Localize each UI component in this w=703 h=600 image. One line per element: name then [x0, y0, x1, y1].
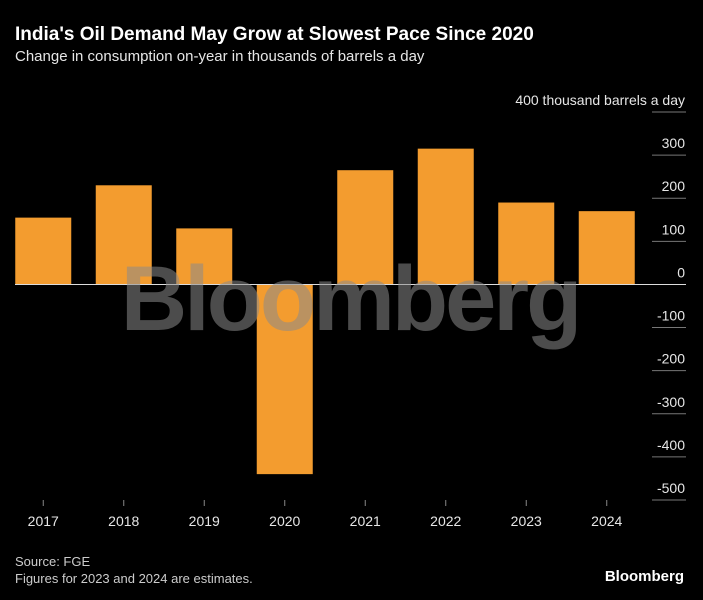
y-tick-label: -100	[657, 308, 685, 324]
y-tick-label: 400 thousand barrels a day	[515, 92, 685, 108]
bar	[337, 170, 394, 285]
x-tick-label: 2022	[430, 513, 461, 529]
x-tick-label: 2019	[189, 513, 220, 529]
watermark: Bloomberg	[121, 248, 580, 350]
y-tick-label: 300	[662, 135, 686, 151]
y-tick-label: -400	[657, 437, 685, 453]
bar	[176, 228, 233, 285]
x-tick-label: 2017	[28, 513, 59, 529]
bar	[256, 284, 313, 475]
bar	[578, 211, 635, 285]
y-tick-label: -200	[657, 351, 685, 367]
y-tick-label: 100	[662, 221, 686, 237]
bar	[95, 185, 152, 285]
source: Source: FGE	[15, 554, 90, 569]
y-tick-label: 0	[677, 264, 685, 280]
x-tick-label: 2021	[350, 513, 381, 529]
y-tick-label: -500	[657, 480, 685, 496]
x-tick-label: 2023	[511, 513, 542, 529]
x-tick-label: 2020	[269, 513, 300, 529]
chart-title: India's Oil Demand May Grow at Slowest P…	[15, 24, 534, 45]
x-tick-label: 2018	[108, 513, 139, 529]
chart-subtitle: Change in consumption on-year in thousan…	[15, 48, 425, 65]
y-tick-label: -300	[657, 394, 685, 410]
y-tick-label: 200	[662, 178, 686, 194]
bar	[417, 148, 474, 285]
bar	[15, 217, 72, 285]
logo: Bloomberg	[605, 568, 684, 585]
x-tick-label: 2024	[591, 513, 622, 529]
bar	[498, 202, 555, 285]
note: Figures for 2023 and 2024 are estimates.	[15, 571, 253, 586]
